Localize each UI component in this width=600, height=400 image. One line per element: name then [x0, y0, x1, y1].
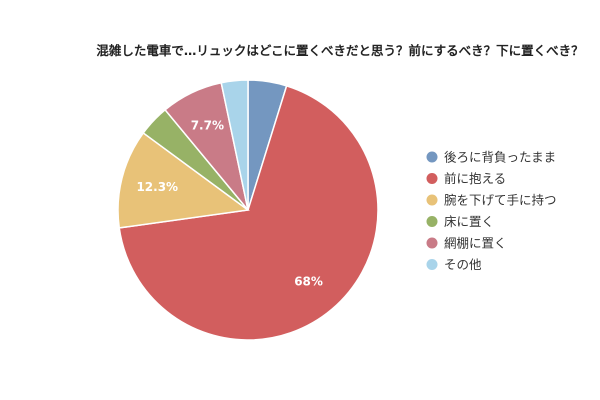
legend-label-1: 前に抱える [444, 171, 506, 186]
chart-title: 混雑した電車で…リュックはどこに置くべきだと思う？前にするべき？下に置くべき？ [96, 43, 583, 58]
pie-slice-5 [220, 79, 249, 211]
pie-slices [117, 79, 379, 341]
legend-marker-2 [426, 194, 438, 206]
pie-slice-1 [118, 84, 379, 341]
legend-label-2: 腕を下げて手に持つ [444, 193, 557, 208]
pie-slice-2 [117, 131, 250, 229]
legend-marker-1 [426, 173, 438, 184]
slice-data-label-1: 68% [294, 274, 323, 288]
legend-marker-4 [426, 237, 438, 249]
legend-label-4: 網棚に置く [444, 236, 507, 251]
legend-marker-5 [426, 259, 438, 270]
pie-data-labels: 68% 12.3% 7.7% [136, 119, 322, 289]
legend-label-0: 後ろに背負ったまま [444, 150, 556, 165]
legend-marker-3 [426, 216, 438, 227]
slice-data-label-4: 7.7% [191, 119, 224, 133]
legend-label-5: その他 [444, 257, 482, 272]
legend-label-3: 床に置く [444, 214, 494, 229]
slice-data-label-2: 12.3% [136, 180, 178, 194]
legend-marker-0 [426, 151, 438, 163]
